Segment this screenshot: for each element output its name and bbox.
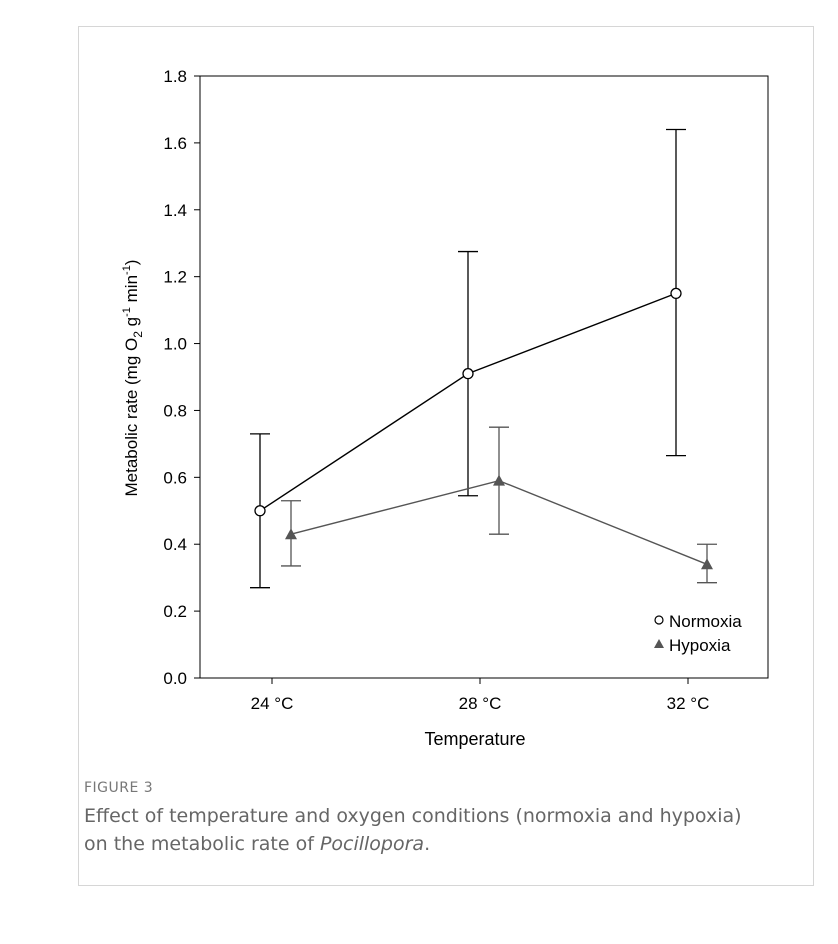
y-tick-label: 0.6 — [163, 468, 187, 487]
y-tick-label: 1.0 — [163, 335, 187, 354]
legend-label-hypoxia: Hypoxia — [669, 636, 731, 655]
caption-end: . — [424, 833, 431, 855]
chart-ticks: 0.0 0.2 0.4 0.6 0.8 1.0 1.2 1.4 1.6 1.8 24 °C 28 °C… — [163, 67, 709, 713]
y-tick-label: 0.4 — [163, 535, 187, 554]
chart-legend: Normoxia Hypoxia — [654, 612, 742, 655]
data-point — [285, 528, 297, 540]
y-tick-label: 0.2 — [163, 602, 187, 621]
y-tick-label: 0.0 — [163, 669, 187, 688]
chart-series — [250, 128, 717, 589]
y-tick-label: 1.4 — [163, 201, 187, 220]
caption-species: Pocillopora — [319, 833, 425, 855]
series-normoxia — [250, 128, 686, 589]
series-hypoxia — [281, 426, 717, 584]
data-point — [493, 474, 505, 486]
figure-label: FIGURE 3 — [84, 780, 154, 796]
x-tick-label: 24 °C — [251, 694, 294, 713]
y-axis-label: Metabolic rate (mg O2 g-1 min-1) — [121, 260, 145, 497]
legend-marker-normoxia — [654, 615, 664, 625]
y-tick-label: 1.6 — [163, 134, 187, 153]
x-axis-label: Temperature — [424, 729, 525, 749]
data-point — [254, 505, 266, 517]
y-tick-label: 1.8 — [163, 67, 187, 86]
x-tick-label: 32 °C — [667, 694, 710, 713]
chart-axes — [199, 75, 769, 679]
figure-frame — [78, 26, 814, 886]
caption-text: Effect of temperature and oxygen conditi… — [84, 805, 742, 855]
y-tick-label: 1.2 — [163, 268, 187, 287]
data-point — [670, 287, 682, 300]
x-tick-label: 28 °C — [459, 694, 502, 713]
data-point — [701, 558, 713, 570]
plot-area-frame — [199, 75, 769, 679]
y-tick-label: 0.8 — [163, 401, 187, 420]
figure-caption: Effect of temperature and oxygen conditi… — [84, 802, 744, 858]
data-point — [462, 368, 474, 380]
legend-label-normoxia: Normoxia — [669, 612, 742, 631]
legend-marker-hypoxia — [654, 639, 664, 648]
